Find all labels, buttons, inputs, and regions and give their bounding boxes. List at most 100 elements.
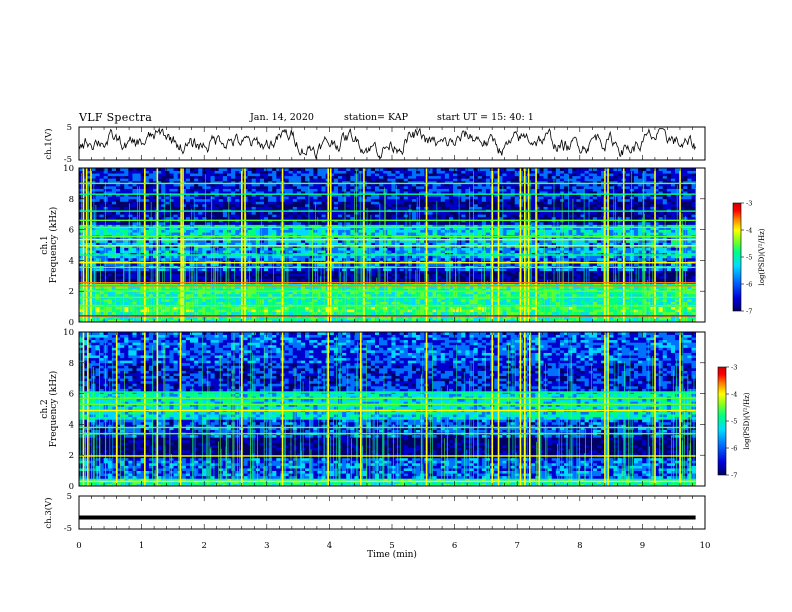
spectrogram-cell	[432, 257, 438, 261]
spectrogram-cell	[572, 291, 577, 295]
spectrogram-cell	[107, 257, 113, 261]
spectrogram-cell	[444, 311, 450, 315]
spectrogram-cell	[420, 309, 425, 313]
spectrogram-cell	[177, 293, 183, 297]
spectrogram-cell	[268, 250, 273, 254]
spectrogram-cell	[506, 291, 512, 295]
spectrogram-cell	[317, 283, 322, 287]
spectrogram-cell	[440, 291, 446, 295]
spectrogram-cell	[420, 268, 425, 272]
spectrogram-cell	[268, 255, 273, 259]
spectrogram-cell	[420, 273, 425, 277]
spectrogram-cell	[564, 286, 569, 290]
spectrogram-cell	[572, 301, 577, 305]
spectrogram-cell	[210, 288, 216, 292]
spectrogram-cell	[350, 250, 355, 254]
ch1-ytick-top: 5	[67, 123, 72, 133]
spectrogram-cell	[296, 306, 302, 310]
spectrogram-cell	[596, 239, 602, 243]
spectrogram-cell	[531, 278, 536, 282]
spectrogram-cell	[629, 239, 635, 243]
spectrogram-cell	[165, 239, 170, 243]
spectrogram-cell	[576, 257, 581, 261]
spectrogram-cell	[666, 311, 672, 315]
spectrogram-cell	[132, 278, 137, 282]
spectrogram-cell	[115, 250, 121, 254]
spectrogram-cell	[617, 283, 623, 287]
spectrogram-cell	[107, 309, 113, 313]
spectrogram-cell	[198, 239, 203, 243]
spectrogram-cell	[428, 247, 433, 251]
spectrogram-cell	[268, 291, 273, 295]
spectrogram-cell	[132, 257, 137, 261]
spectrogram-cell	[350, 309, 355, 313]
spectrogram-cell	[498, 311, 503, 315]
spectrogram-cell	[436, 319, 442, 323]
spectrogram-cell	[374, 286, 380, 290]
spectrogram-cell	[214, 242, 220, 246]
spectrogram-cell	[185, 239, 191, 243]
spectrogram-cell	[420, 288, 425, 292]
spectrogram-cell	[420, 278, 425, 282]
spectrogram-cell	[202, 306, 207, 310]
spectrogram-cell	[485, 293, 491, 297]
spectrogram-cell	[440, 242, 446, 246]
spectrogram-cell	[440, 301, 446, 305]
spectrogram-cell	[436, 306, 442, 310]
spectrogram-cell	[226, 262, 232, 266]
spectrogram-cell	[444, 255, 450, 259]
spectrogram-cell	[510, 319, 516, 323]
spectrogram-cell	[222, 239, 228, 243]
spectrogram-cell	[691, 273, 697, 277]
spectrogram-cell	[691, 247, 697, 251]
spectrogram-cell	[231, 316, 236, 320]
spectrogram-cell	[124, 268, 129, 272]
spectrogram-cell	[124, 311, 129, 315]
spectrogram-cell	[592, 262, 598, 266]
spectrogram-cell	[309, 278, 314, 282]
spectrogram-cell	[276, 298, 281, 302]
spectrogram-cell	[588, 316, 594, 320]
spectrogram-cell	[99, 247, 105, 251]
spectrogram-cell	[420, 247, 425, 251]
spectrogram-cell	[592, 288, 598, 292]
spectrogram-cell	[366, 309, 372, 313]
spectrogram-cell	[465, 298, 470, 302]
spectrogram-cell	[416, 319, 421, 323]
spectrogram-cell	[140, 288, 146, 292]
spectrogram-cell	[103, 298, 109, 302]
spectrogram-cell	[564, 316, 569, 320]
spectrogram-cell	[485, 291, 491, 295]
spectrogram-cell	[152, 311, 158, 315]
spectrogram-cell	[214, 306, 220, 310]
spectrogram-cell	[107, 273, 113, 277]
spectrogram-cell	[218, 239, 224, 243]
spectrogram-cell	[609, 273, 614, 277]
spectrogram-cell	[189, 301, 195, 305]
spectrogram-cell	[391, 319, 396, 323]
spectrogram-cell	[292, 275, 298, 279]
spectrogram-cell	[596, 273, 602, 277]
spectrogram-cell	[679, 311, 684, 315]
spectrogram-cell	[292, 291, 298, 295]
spectrogram-cell	[333, 257, 339, 261]
spectrogram-cell	[185, 319, 191, 323]
spectrogram-cell	[625, 311, 631, 315]
spectrogram-cell	[428, 286, 433, 290]
spectrogram-cell	[444, 247, 450, 251]
spectrogram-cell	[514, 311, 520, 315]
spectrogram-cell	[161, 291, 166, 295]
spectrogram-cell	[185, 288, 191, 292]
spectrogram-cell	[263, 278, 269, 282]
spectrogram-cell	[670, 319, 676, 323]
spectrogram-cell	[514, 275, 520, 279]
spectrogram-cell	[399, 298, 405, 302]
spectrogram-cell	[498, 309, 503, 313]
spectrogram-cell	[387, 309, 392, 313]
spectrogram-cell	[658, 273, 664, 277]
spectrogram-cell	[658, 286, 664, 290]
spectrogram-cell	[358, 286, 364, 290]
spectrogram-cell	[198, 283, 203, 287]
spectrogram-cell	[646, 247, 651, 251]
spectrogram-cell	[564, 288, 569, 292]
